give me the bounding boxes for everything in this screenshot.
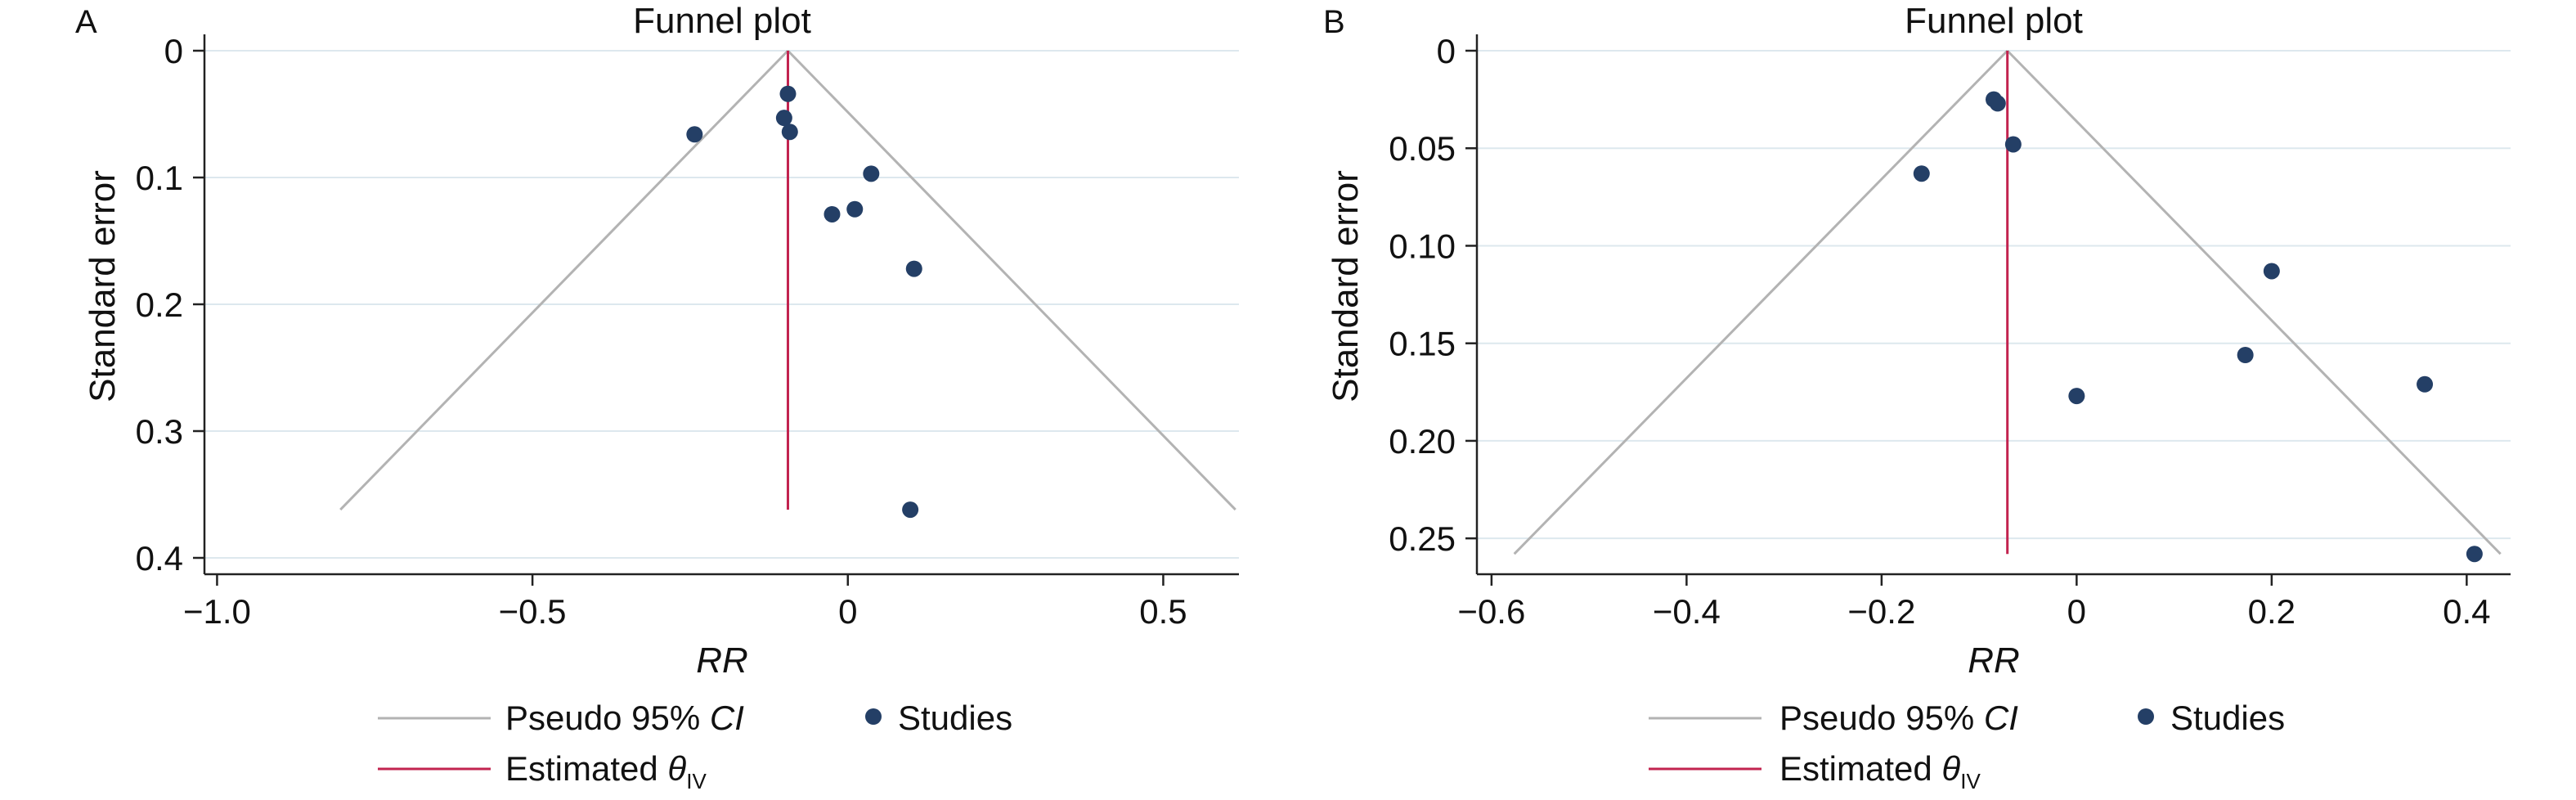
panel-a-study-point: [779, 85, 797, 102]
panel-a-title: Funnel plot: [633, 1, 811, 41]
panel-b-study-point: [1989, 95, 2006, 112]
panel-b-x-tick-label: −0.4: [1653, 592, 1721, 631]
panel-b-legend-estimate-text: Estimated θIV: [1779, 749, 1981, 793]
panel-b-y-tick-label: 0.20: [1389, 422, 1456, 461]
panel-a-x-ticks: −1.0 −0.5 0 0.5: [183, 574, 1187, 631]
panel-a-x-tick-label: 0.5: [1139, 592, 1187, 631]
panel-a-legend-estimate-text: Estimated θIV: [505, 749, 707, 793]
panel-b-legend-studies-label: Studies: [2170, 699, 2285, 737]
panel-a-study-point: [775, 110, 792, 127]
panel-b-x-tick-label: 0.2: [2248, 592, 2296, 631]
panel-a-y-tick-label: 0: [164, 32, 183, 70]
panel-a-y-ticks: 0 0.1 0.2 0.3 0.4: [136, 32, 204, 578]
panel-b-y-tick-label: 0.15: [1389, 325, 1456, 363]
panel-a-legend-studies-marker: [865, 708, 882, 725]
panel-a-study-point: [846, 200, 864, 218]
panel-a-study-point: [863, 165, 880, 182]
panel-a-legend-estimate-label: Estimated: [505, 749, 667, 788]
panel-b-gridlines: [1477, 50, 2511, 540]
panel-b-study-point: [2466, 546, 2483, 563]
panel-b-ci-lines: [1513, 49, 2502, 555]
panel-b-x-tick-label: −0.2: [1847, 592, 1915, 631]
panel-a-x-tick-label: 0: [838, 592, 857, 631]
panel-b-ci-line-right: [2006, 49, 2502, 555]
panel-a-study-point: [686, 126, 703, 143]
panel-b-x-axis-label: RR: [1968, 640, 2020, 681]
panel-b-study-point: [2004, 136, 2022, 153]
panel-a-study-point: [905, 260, 922, 277]
panel-a-legend-ci-italic: CI: [710, 699, 744, 737]
panel-b-legend-ci-label: Pseudo 95%: [1779, 699, 1984, 737]
panel-a-y-tick-label: 0.4: [136, 539, 183, 578]
panel-b-study-point: [2237, 347, 2254, 363]
panel-a-study-point: [824, 205, 841, 222]
panel-b-y-tick-label: 0.10: [1389, 227, 1456, 265]
panel-b-legend-ci-italic: CI: [1984, 699, 2018, 737]
panel-a-legend-ci-text: Pseudo 95% CI: [505, 699, 744, 737]
panel-b-axes: [1475, 34, 2511, 576]
panel-a-legend-estimate-subscript: IV: [686, 769, 707, 793]
panel-a-points: [686, 85, 922, 519]
panel-b-y-tick-label: 0.05: [1389, 129, 1456, 168]
panel-b-study-point: [2417, 375, 2434, 393]
panel-b-ci-line-left: [1513, 49, 2008, 555]
panel-b-study-point: [2263, 263, 2280, 280]
panel-a-gridlines: [204, 50, 1239, 559]
panel-b-y-axis-label: Standard error: [1326, 170, 1366, 402]
panel-b: B Funnel plot 00.050.100.150.200.25 −0.6…: [1323, 1, 2511, 793]
panel-a-ci-line-right: [787, 49, 1236, 511]
panel-b-legend-ci-text: Pseudo 95% CI: [1779, 699, 2018, 737]
panel-a-ci-line-left: [339, 49, 789, 511]
panel-a-study-point: [902, 501, 919, 519]
panel-a-legend-studies-label: Studies: [898, 699, 1012, 737]
panel-b-study-point: [1913, 165, 1930, 182]
panel-a-y-axis-label: Standard error: [83, 170, 123, 402]
panel-b-legend-studies-marker: [2138, 708, 2154, 725]
panel-b-y-tick-label: 0: [1437, 32, 1456, 70]
panel-a-study-point: [781, 124, 798, 141]
panel-b-y-tick-label: 0.25: [1389, 519, 1456, 558]
panel-a-y-tick-label: 0.1: [136, 159, 183, 197]
panel-a-y-tick-label: 0.2: [136, 285, 183, 324]
panel-a-ci-lines: [339, 49, 1236, 511]
panel-b-legend-estimate-subscript: IV: [1960, 769, 1981, 793]
panel-a-letter: A: [75, 4, 97, 40]
panel-a-legend-estimate-symbol: θ: [667, 749, 686, 788]
panel-a-y-tick-label: 0.3: [136, 412, 183, 451]
panel-b-legend-estimate-label: Estimated: [1779, 749, 1941, 788]
panel-a-x-axis-label: RR: [696, 640, 748, 681]
panel-b-points: [1913, 91, 2483, 563]
panel-a: A Funnel plot 0 0.1 0.2 0.3 0.4 −1.0 −0.5 0 0.5…: [75, 1, 1239, 793]
panel-b-x-tick-label: −0.6: [1457, 592, 1525, 631]
panel-a-legend-ci-label: Pseudo 95%: [505, 699, 710, 737]
panel-b-x-tick-label: 0: [2067, 592, 2086, 631]
panel-a-legend: Pseudo 95% CI Studies Estimated θIV: [378, 699, 1012, 793]
panel-b-legend: Pseudo 95% CI Studies Estimated θIV: [1649, 699, 2285, 793]
panel-b-letter: B: [1323, 4, 1345, 40]
panel-b-x-tick-label: 0.4: [2443, 592, 2490, 631]
panel-b-legend-estimate-symbol: θ: [1941, 749, 1960, 788]
panel-b-study-point: [2068, 388, 2085, 405]
panel-b-title: Funnel plot: [1905, 1, 2083, 41]
panel-b-x-ticks: −0.6 −0.4 −0.2 0 0.2 0.4: [1457, 574, 2491, 631]
panel-b-y-ticks: 0 0.05 0.10 0.15 0.20 0.25: [1389, 32, 1477, 558]
panel-a-x-tick-label: −0.5: [499, 592, 567, 631]
panel-a-x-tick-label: −1.0: [183, 592, 251, 631]
